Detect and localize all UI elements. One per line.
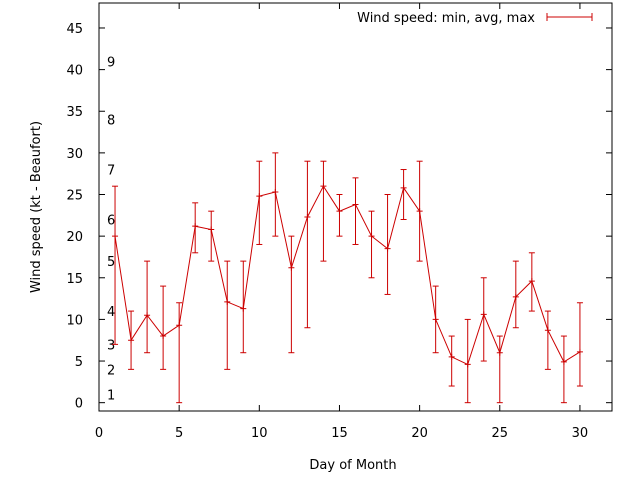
data-point [304, 213, 311, 220]
data-points [112, 183, 583, 368]
data-point [288, 264, 295, 271]
data-point [160, 333, 167, 340]
y-tick-label: 5 [75, 355, 83, 370]
data-point [432, 316, 439, 323]
data-point [400, 184, 407, 191]
data-point [272, 189, 279, 196]
y-tick-label: 45 [66, 22, 83, 37]
data-point [560, 358, 567, 365]
data-point [144, 312, 151, 319]
x-tick-label: 10 [251, 426, 268, 441]
x-axis-label: Day of Month [309, 458, 396, 473]
beaufort-label: 5 [107, 255, 115, 270]
y-tick-label: 10 [66, 313, 83, 328]
legend-label: Wind speed: min, avg, max [357, 11, 535, 26]
data-point [512, 293, 519, 300]
error-bars [112, 152, 583, 404]
x-tick-label: 15 [331, 426, 348, 441]
data-point [576, 348, 583, 355]
data-point [176, 322, 183, 329]
data-point [416, 208, 423, 215]
beaufort-label: 4 [107, 305, 115, 320]
data-point [240, 305, 247, 312]
x-axis-ticks: 0 5 10 15 20 25 30 [95, 3, 588, 441]
y-axis-label: Wind speed (kt - Beaufort) [29, 121, 44, 293]
y-tick-label: 25 [66, 189, 83, 204]
data-point [208, 226, 215, 233]
beaufort-label: 9 [107, 55, 115, 70]
data-point [128, 337, 135, 344]
data-point [528, 278, 535, 285]
data-point [192, 223, 199, 230]
y-tick-label: 40 [66, 64, 83, 79]
data-point [368, 233, 375, 240]
data-point [496, 349, 503, 356]
y-tick-label: 35 [66, 105, 83, 120]
beaufort-label: 3 [107, 338, 115, 353]
data-point [384, 245, 391, 252]
beaufort-label: 7 [107, 164, 115, 179]
beaufort-label: 6 [107, 213, 115, 228]
y-tick-label: 15 [66, 272, 83, 287]
data-point [352, 201, 359, 208]
beaufort-labels: 1 2 3 4 5 6 7 8 9 [107, 55, 115, 403]
data-point [464, 361, 471, 368]
data-point [320, 183, 327, 190]
x-tick-label: 20 [411, 426, 428, 441]
data-point [480, 311, 487, 318]
data-point [448, 353, 455, 360]
y-tick-label: 20 [66, 230, 83, 245]
legend: Wind speed: min, avg, max [357, 11, 593, 26]
y-tick-label: 0 [75, 397, 83, 412]
data-point [224, 298, 231, 305]
data-point [256, 193, 263, 200]
beaufort-label: 8 [107, 114, 115, 129]
data-point [112, 233, 119, 240]
y-tick-label: 30 [66, 147, 83, 162]
data-point [336, 208, 343, 215]
x-tick-label: 5 [175, 426, 183, 441]
beaufort-label: 1 [107, 388, 115, 403]
data-point [544, 327, 551, 334]
beaufort-label: 2 [107, 363, 115, 378]
x-tick-label: 25 [492, 426, 509, 441]
series-line-avg [114, 185, 581, 366]
x-tick-label: 0 [95, 426, 103, 441]
plot-frame [98, 2, 613, 412]
x-tick-label: 30 [572, 426, 589, 441]
